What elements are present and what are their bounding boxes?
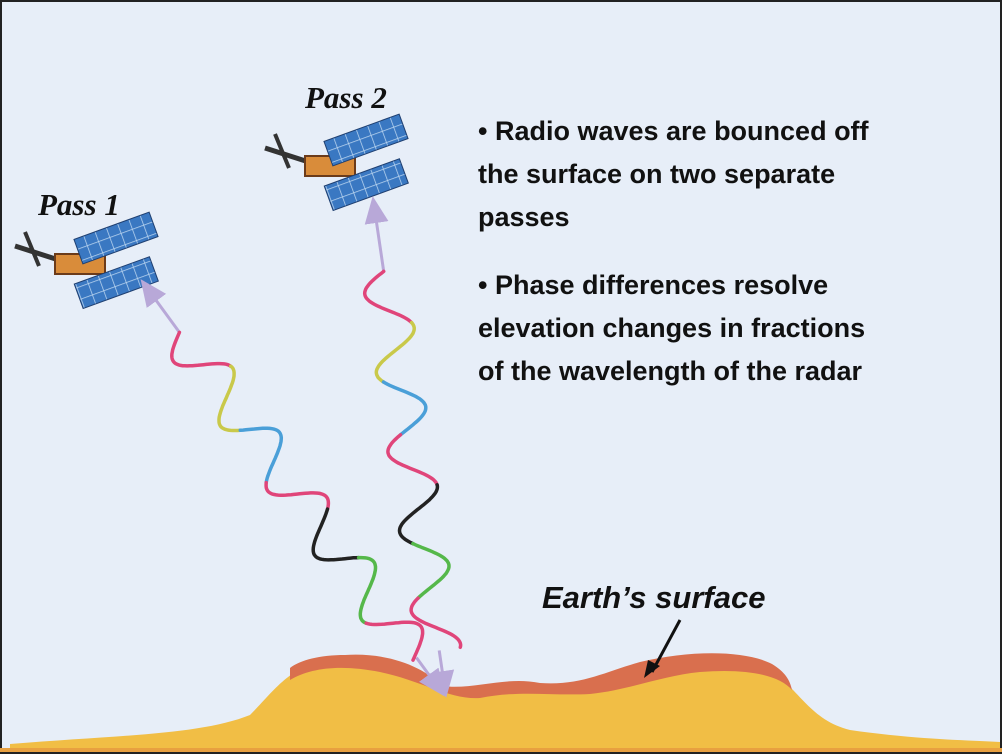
bullet-line: • Phase differences resolve — [478, 270, 828, 300]
ray — [364, 196, 389, 272]
ray — [430, 650, 455, 698]
bullet-line: passes — [478, 202, 570, 232]
wave-segment — [238, 426, 284, 485]
wave-segment — [311, 507, 361, 562]
wave-segment — [397, 483, 440, 546]
wave-segment — [362, 269, 414, 325]
bullet-line: elevation changes in fractions — [478, 313, 865, 343]
wave-segment — [217, 364, 243, 433]
wave-segment — [381, 380, 428, 437]
earth-crust — [10, 658, 1000, 752]
wave-segment — [411, 541, 451, 600]
pass-label: Pass 2 — [304, 80, 387, 115]
pass-label: Pass 1 — [37, 187, 120, 222]
bullet-line: • Radio waves are bounced off — [478, 116, 870, 146]
wave-segment — [170, 330, 233, 368]
wave-segment — [409, 596, 463, 650]
bullet-line: of the wavelength of the radar — [478, 356, 863, 386]
wave-segment — [374, 320, 416, 384]
surface-layer — [290, 653, 792, 699]
bullet-line: the surface on two separate — [478, 159, 835, 189]
surface-arrow — [650, 619, 682, 673]
wave-segment — [264, 480, 331, 511]
surface-label: Earth’s surface — [542, 580, 765, 615]
wave-segment — [356, 555, 378, 625]
wave-segment — [386, 433, 439, 487]
wave-segment — [364, 620, 425, 662]
ray — [140, 279, 181, 334]
surface-arrowhead — [644, 660, 660, 678]
